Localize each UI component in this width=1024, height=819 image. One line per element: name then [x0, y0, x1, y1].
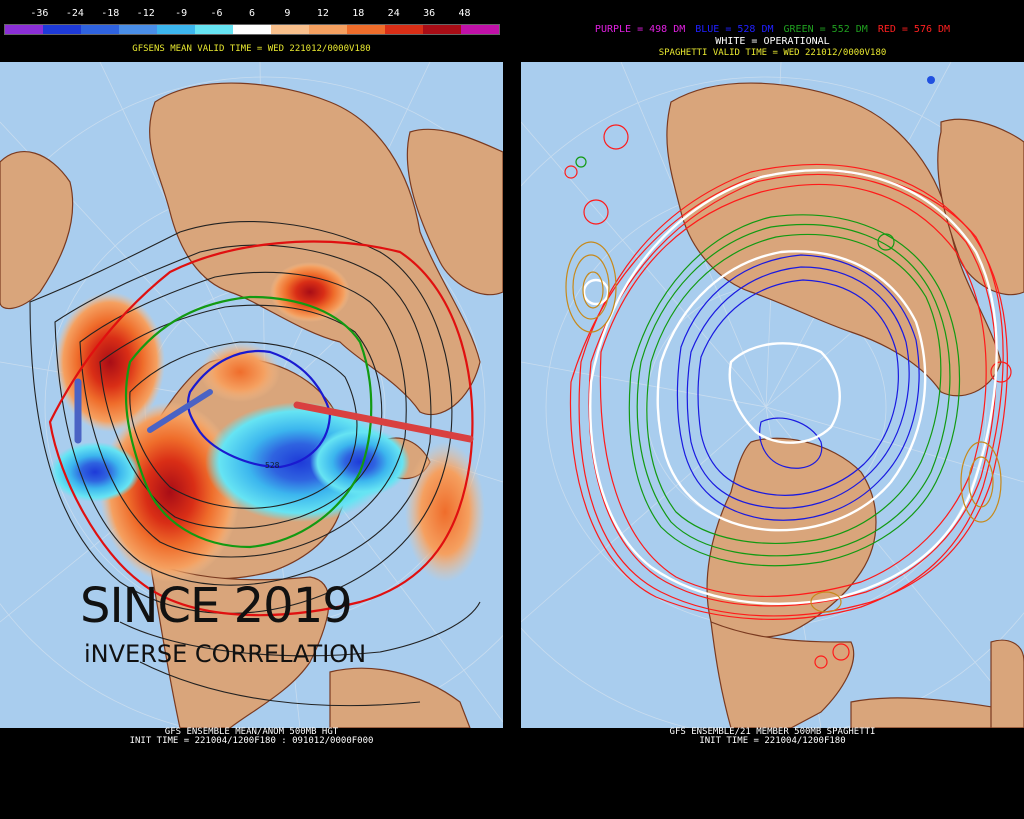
landmass — [666, 82, 1024, 728]
colorbar-tick: -12 — [136, 8, 155, 19]
spaghetti-legend: PURPLE = 498 DM BLUE = 528 DM GREEN = 552 … — [521, 24, 1024, 35]
operational-legend: WHITE = OPERATIONAL — [715, 36, 830, 47]
colorbar-tick: 18 — [352, 8, 365, 19]
colorbar-swatch — [423, 25, 461, 34]
legend-entry: PURPLE = 498 DM — [594, 24, 686, 35]
colorbar-swatch — [5, 25, 43, 34]
left-map: 528 — [0, 62, 503, 728]
right-panel-spaghetti: PURPLE = 498 DM BLUE = 528 DM GREEN = 552 … — [521, 0, 1024, 819]
key-contours — [48, 240, 474, 617]
left-panel-mean-anomaly: -36 -24 -18 -12 -9 -6 6 9 12 18 24 36 48 GFSENS MEAN… — [0, 0, 503, 819]
left-valid-time: GFSENS MEAN VALID TIME = WED 221012/0000… — [132, 44, 371, 54]
colorbar-tick: 48 — [458, 8, 471, 19]
legend-entry: BLUE = 528 DM — [695, 24, 774, 35]
legend-entry: RED = 576 DM — [877, 24, 951, 35]
colorbar-swatch — [347, 25, 385, 34]
colorbar-swatch — [195, 25, 233, 34]
colorbar-swatch — [43, 25, 81, 34]
colorbar-swatch — [271, 25, 309, 34]
colorbar-swatch — [309, 25, 347, 34]
red-576-contours — [564, 124, 1012, 669]
blue-528-contours — [676, 254, 920, 521]
colorbar-swatch — [119, 25, 157, 34]
colorbar-tick: 6 — [248, 8, 256, 19]
legend-entry: GREEN = 552 DM — [783, 24, 868, 35]
height-contours — [29, 221, 481, 707]
overlay-title: SINCE 2019 — [80, 578, 353, 634]
colorbar-swatch — [385, 25, 423, 34]
overlay-subtitle: iNVERSE CORRELATION — [84, 640, 367, 668]
colorbar-tick: -18 — [101, 8, 120, 19]
colorbar-swatch — [157, 25, 195, 34]
colorbar-swatch — [233, 25, 271, 34]
colorbar-tick: -36 — [30, 8, 49, 19]
panel-divider — [503, 0, 521, 819]
right-valid-time: SPAGHETTI VALID TIME = WED 221012/0000V1… — [658, 48, 887, 58]
operational-contours — [582, 169, 998, 605]
contour-label: 528 — [265, 461, 280, 470]
right-footer-title: GFS ENSEMBLE/21 MEMBER 500MB SPAGHETTI — [669, 727, 876, 737]
colorbar-tick: -9 — [175, 8, 188, 19]
colorbar-tick: 24 — [387, 8, 400, 19]
colorbar-tick: 9 — [284, 8, 291, 19]
colorbar-tick: 36 — [423, 8, 436, 19]
colorbar-tick-labels: -36 -24 -18 -12 -9 -6 6 9 12 18 24 36 48 — [4, 8, 500, 22]
green-552-contours — [575, 156, 961, 567]
left-footer-init: INIT TIME = 221004/1200F180 : 091012/000… — [129, 736, 374, 746]
annotation-lines — [74, 378, 474, 444]
right-footer-init: INIT TIME = 221004/1200F180 — [699, 736, 846, 746]
right-footer: GFS ENSEMBLE/21 MEMBER 500MB SPAGHETTI I… — [521, 728, 1024, 746]
orange-contours — [565, 241, 1002, 613]
left-footer: GFS ENSEMBLE MEAN/ANOM 500MB HGT INIT TI… — [0, 728, 503, 746]
colorbar-swatch — [461, 25, 499, 34]
anomaly-colorbar — [4, 24, 500, 35]
right-map — [521, 62, 1024, 728]
colorbar-tick: 12 — [316, 8, 329, 19]
blue-dot — [927, 76, 935, 84]
left-footer-title: GFS ENSEMBLE MEAN/ANOM 500MB HGT — [164, 727, 339, 737]
colorbar-tick: -24 — [65, 8, 84, 19]
colorbar-swatch — [81, 25, 119, 34]
colorbar-tick: -6 — [210, 8, 223, 19]
